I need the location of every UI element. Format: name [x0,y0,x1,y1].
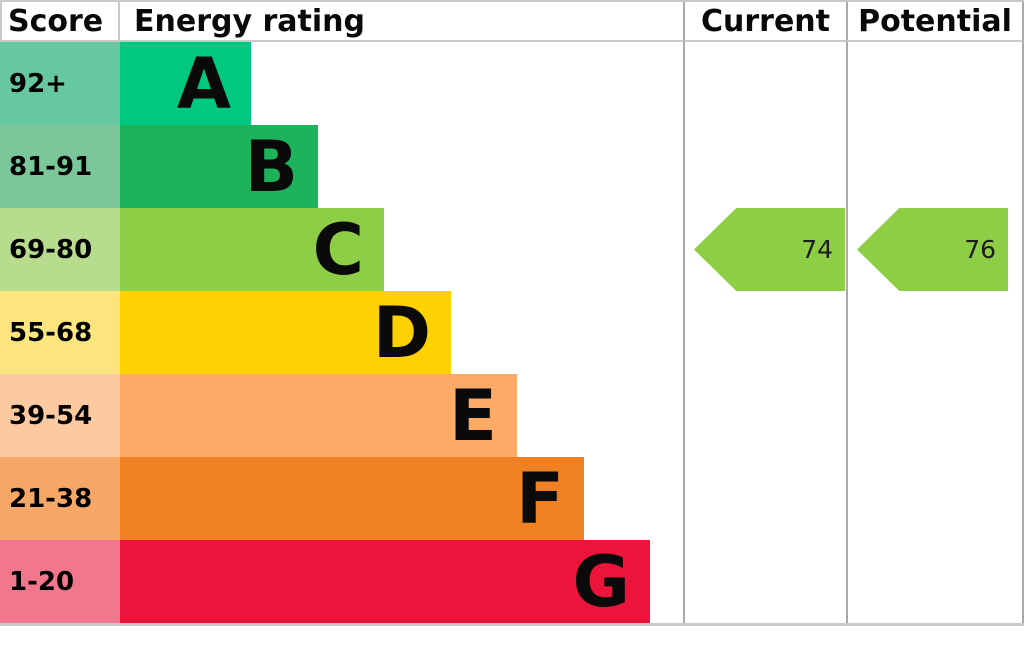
band-letter: A [176,42,231,125]
rating-band-bar: B [120,125,318,208]
potential-column-header: Potential [846,2,1024,42]
rating-band-bar: A [120,42,251,125]
current-cell [683,457,846,540]
current-cell [683,291,846,374]
potential-rating-arrow: 76 [857,208,1008,291]
band-letter: B [244,125,298,208]
current-rating-value: 74 [801,235,833,264]
current-cell [683,540,846,623]
band-letter: E [449,374,497,457]
score-range-label: 1-20 [0,540,120,623]
rating-table: Score Energy rating Current Potential 92… [0,0,1024,626]
rating-cell: B [120,125,683,208]
score-range-label: 21-38 [0,457,120,540]
score-range-label: 69-80 [0,208,120,291]
score-range-label: 55-68 [0,291,120,374]
band-row: 69-80 C 74 76 [0,208,1024,291]
score-range-label: 39-54 [0,374,120,457]
potential-rating-value: 76 [964,235,996,264]
potential-cell [846,42,1024,125]
rating-cell: C [120,208,683,291]
potential-cell [846,374,1024,457]
header-row: Score Energy rating Current Potential [0,2,1024,42]
band-letter: C [312,208,364,291]
band-letter: F [516,457,564,540]
energy-rating-column-header: Energy rating [120,2,683,42]
rating-band-bar: D [120,291,451,374]
band-letter: G [572,540,630,623]
rating-cell: G [120,540,683,623]
band-row: 81-91 B [0,125,1024,208]
potential-cell [846,291,1024,374]
current-rating-arrow: 74 [694,208,845,291]
rating-band-bar: F [120,457,584,540]
rating-band-bar: E [120,374,517,457]
band-row: 55-68 D [0,291,1024,374]
band-rows-container: 92+ A 81-91 B 69-80 C 74 76 55-68 [0,42,1024,623]
rating-band-bar: G [120,540,650,623]
score-column-header: Score [0,2,120,42]
rating-cell: A [120,42,683,125]
current-cell [683,374,846,457]
band-row: 21-38 F [0,457,1024,540]
potential-cell [846,457,1024,540]
score-range-label: 81-91 [0,125,120,208]
current-cell: 74 [683,208,846,291]
potential-cell: 76 [846,208,1024,291]
score-range-label: 92+ [0,42,120,125]
band-letter: D [372,291,431,374]
rating-cell: E [120,374,683,457]
rating-cell: F [120,457,683,540]
current-column-header: Current [683,2,846,42]
current-cell [683,42,846,125]
band-row: 39-54 E [0,374,1024,457]
potential-cell [846,540,1024,623]
rating-cell: D [120,291,683,374]
potential-cell [846,125,1024,208]
rating-band-bar: C [120,208,384,291]
current-cell [683,125,846,208]
band-row: 92+ A [0,42,1024,125]
band-row: 1-20 G [0,540,1024,623]
